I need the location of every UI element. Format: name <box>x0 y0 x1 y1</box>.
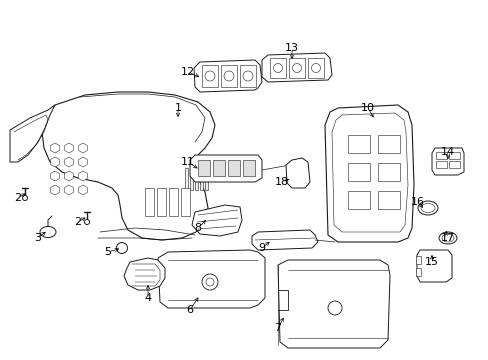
Polygon shape <box>192 205 242 236</box>
Circle shape <box>205 278 214 286</box>
Bar <box>347 135 369 153</box>
Polygon shape <box>64 143 73 153</box>
Ellipse shape <box>441 234 453 242</box>
Text: 11: 11 <box>181 157 195 167</box>
Text: 13: 13 <box>285 43 298 53</box>
Text: 18: 18 <box>274 177 288 187</box>
Polygon shape <box>325 105 413 242</box>
Circle shape <box>292 63 301 72</box>
Polygon shape <box>51 157 59 167</box>
Text: 2: 2 <box>74 217 81 227</box>
Bar <box>169 188 178 216</box>
Text: 16: 16 <box>410 197 424 207</box>
Bar <box>347 163 369 181</box>
Bar <box>307 58 324 78</box>
Polygon shape <box>190 155 262 182</box>
Polygon shape <box>79 143 87 153</box>
Text: 6: 6 <box>186 305 193 315</box>
Polygon shape <box>124 258 164 290</box>
Circle shape <box>116 243 127 253</box>
Bar <box>221 65 237 87</box>
Bar <box>415 256 420 264</box>
Circle shape <box>202 274 218 290</box>
Polygon shape <box>64 171 73 181</box>
Bar <box>195 168 198 190</box>
Bar <box>377 163 399 181</box>
Text: 4: 4 <box>144 293 151 303</box>
Polygon shape <box>285 158 309 188</box>
Bar <box>145 188 154 216</box>
Polygon shape <box>79 185 87 195</box>
Bar <box>227 160 240 176</box>
Bar <box>243 160 254 176</box>
Ellipse shape <box>438 232 456 244</box>
Bar <box>181 188 190 216</box>
Bar <box>448 152 459 159</box>
Polygon shape <box>51 185 59 195</box>
Polygon shape <box>79 171 87 181</box>
Bar <box>157 188 165 216</box>
Ellipse shape <box>417 201 437 215</box>
Bar <box>377 135 399 153</box>
Bar <box>448 161 459 168</box>
Bar <box>435 152 446 159</box>
Text: 5: 5 <box>104 247 111 257</box>
Polygon shape <box>431 148 463 175</box>
Bar <box>347 191 369 209</box>
Circle shape <box>22 195 27 201</box>
Polygon shape <box>51 143 59 153</box>
Bar <box>204 168 207 190</box>
Circle shape <box>243 71 252 81</box>
Circle shape <box>204 71 215 81</box>
Text: 2: 2 <box>15 193 21 203</box>
Bar <box>213 160 224 176</box>
Circle shape <box>311 63 320 72</box>
Bar <box>435 161 446 168</box>
Circle shape <box>224 71 234 81</box>
Polygon shape <box>64 157 73 167</box>
Bar <box>240 65 256 87</box>
Bar <box>415 268 420 276</box>
Text: 10: 10 <box>360 103 374 113</box>
Bar <box>200 168 203 190</box>
Polygon shape <box>278 260 389 348</box>
Bar <box>190 168 193 190</box>
Polygon shape <box>251 230 317 250</box>
Text: 3: 3 <box>35 233 41 243</box>
Bar <box>198 160 209 176</box>
Polygon shape <box>416 250 451 282</box>
Polygon shape <box>42 92 215 240</box>
Ellipse shape <box>40 226 56 238</box>
Text: 9: 9 <box>258 243 265 253</box>
Text: 8: 8 <box>194 223 201 233</box>
Text: 15: 15 <box>424 257 438 267</box>
Text: 7: 7 <box>274 323 281 333</box>
Text: 12: 12 <box>181 67 195 77</box>
Polygon shape <box>79 157 87 167</box>
Circle shape <box>327 301 341 315</box>
Bar <box>202 65 218 87</box>
Text: 1: 1 <box>174 103 181 113</box>
Text: 17: 17 <box>440 233 454 243</box>
Polygon shape <box>158 250 264 308</box>
Polygon shape <box>194 60 262 92</box>
Polygon shape <box>64 185 73 195</box>
Circle shape <box>84 220 89 225</box>
Bar <box>377 191 399 209</box>
Bar <box>288 58 305 78</box>
Text: 14: 14 <box>440 147 454 157</box>
Polygon shape <box>10 105 55 162</box>
Ellipse shape <box>420 203 434 212</box>
Bar <box>269 58 285 78</box>
Bar <box>184 168 187 190</box>
Polygon shape <box>262 53 331 82</box>
Polygon shape <box>51 171 59 181</box>
Circle shape <box>273 63 282 72</box>
